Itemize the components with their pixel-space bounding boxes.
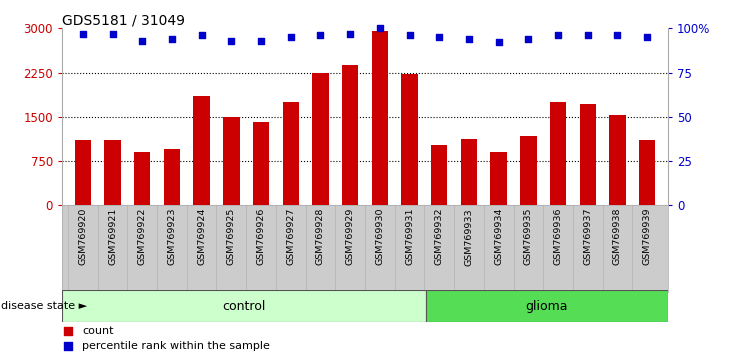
Point (414, 161, 426, 166)
Point (315, 33, 326, 38)
Point (107, 31, 118, 36)
Text: GSM769937: GSM769937 (583, 208, 592, 266)
Bar (342, 65, 358, 205)
Text: GSM769920: GSM769920 (78, 208, 88, 265)
Point (493, 40, 504, 45)
Point (552, 33, 564, 38)
Point (463, 36, 474, 42)
Text: disease state ►: disease state ► (1, 301, 87, 311)
Point (345, 31, 356, 36)
Bar (402, 74, 418, 205)
Point (137, 38, 148, 44)
Text: GSM769939: GSM769939 (642, 208, 652, 266)
Point (612, 33, 623, 38)
Text: count: count (82, 326, 114, 336)
Bar (312, 73, 328, 205)
Bar (431, 145, 447, 205)
Text: GSM769926: GSM769926 (256, 208, 266, 265)
Text: GSM769931: GSM769931 (405, 208, 414, 266)
Text: GSM769934: GSM769934 (494, 208, 503, 266)
Bar (426, 290, 668, 322)
Text: GSM769921: GSM769921 (108, 208, 117, 265)
Point (255, 38, 267, 44)
Text: GSM769932: GSM769932 (435, 208, 444, 266)
Text: percentile rank within the sample: percentile rank within the sample (82, 341, 270, 351)
Text: GSM769933: GSM769933 (464, 208, 474, 266)
Text: GSM769927: GSM769927 (286, 208, 295, 265)
Text: GSM769938: GSM769938 (613, 208, 622, 266)
Point (374, 25, 385, 31)
Point (642, 34, 653, 40)
Point (226, 38, 237, 44)
Point (414, 291, 426, 297)
Point (404, 33, 415, 38)
Bar (104, 141, 120, 205)
Text: control: control (222, 300, 266, 313)
Bar (520, 136, 537, 205)
Text: GSM769936: GSM769936 (553, 208, 563, 266)
Text: GSM769935: GSM769935 (524, 208, 533, 266)
Bar (134, 152, 150, 205)
Text: GSM769928: GSM769928 (316, 208, 325, 265)
Text: GSM769922: GSM769922 (138, 208, 147, 265)
Point (434, 34, 445, 40)
Text: GDS5181 / 31049: GDS5181 / 31049 (62, 13, 185, 27)
Point (285, 34, 296, 40)
Bar (74, 141, 91, 205)
Bar (62, 290, 426, 322)
Bar (610, 115, 626, 205)
Bar (639, 141, 656, 205)
Point (166, 36, 178, 42)
Text: GSM769930: GSM769930 (375, 208, 385, 266)
Text: GSM769923: GSM769923 (167, 208, 177, 266)
Bar (223, 118, 239, 205)
Bar (193, 96, 210, 205)
Bar (164, 149, 180, 205)
Bar (461, 139, 477, 205)
Bar (580, 104, 596, 205)
Text: GSM769929: GSM769929 (345, 208, 355, 265)
Point (196, 33, 207, 38)
Point (523, 36, 534, 42)
Bar (550, 102, 566, 205)
Bar (491, 152, 507, 205)
Bar (253, 121, 269, 205)
Text: glioma: glioma (526, 300, 568, 313)
Point (77, 31, 88, 36)
Text: GSM769924: GSM769924 (197, 208, 206, 265)
Bar (372, 31, 388, 205)
Point (582, 33, 593, 38)
Text: GSM769925: GSM769925 (227, 208, 236, 265)
Bar (283, 102, 299, 205)
